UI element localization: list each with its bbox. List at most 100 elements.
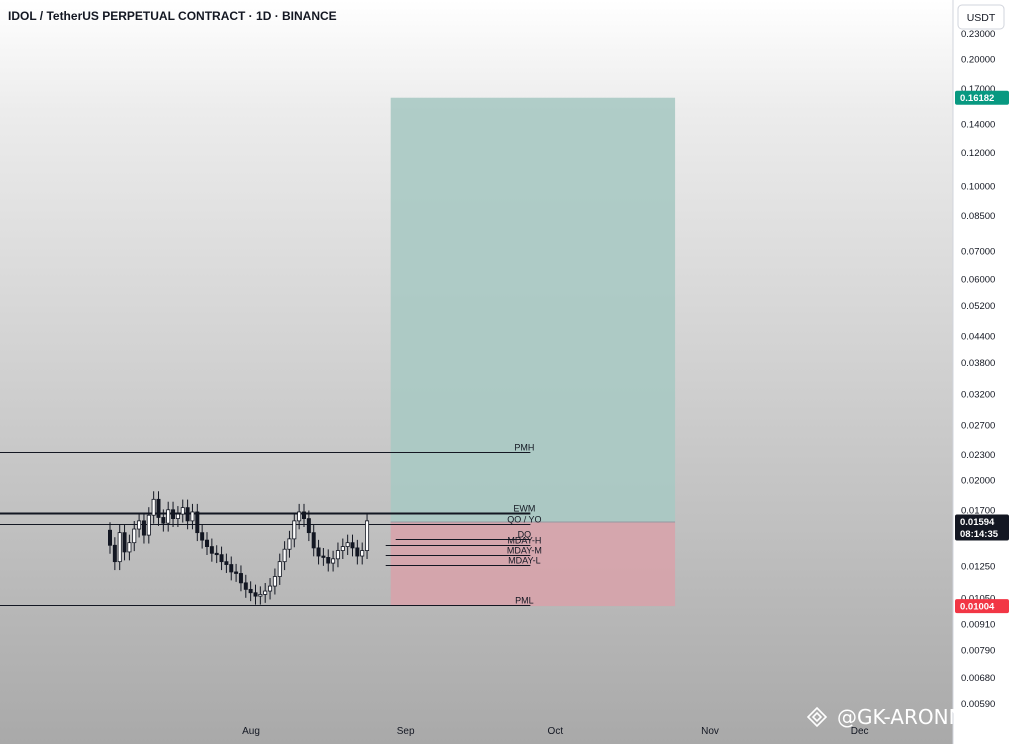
candle [180,499,185,523]
y-tick-label: 0.17000 [961,84,995,95]
candle [171,501,176,528]
candle [365,512,370,559]
price-axis-background [953,0,1011,744]
candle [331,550,336,572]
candle [306,510,311,542]
x-tick-label: Sep [397,726,415,737]
candle [108,522,113,554]
y-tick-label: 0.03800 [961,358,995,369]
long-position-tool[interactable] [390,97,676,607]
candle [272,568,277,595]
candle [243,574,248,598]
candle [214,545,219,564]
level-label-0: PMH [514,443,534,453]
candle [229,556,234,581]
level-label-1: EWM [513,504,535,514]
level-label-3: DO [518,530,532,540]
y-tick-label: 0.00910 [961,620,995,631]
candle [117,524,122,571]
current-price-badge-price: 0.01594 [960,517,995,528]
price-axis-ticks: 0.23000 0.20000 0.17000 0.14000 0.12000 0.100… [961,29,995,710]
y-tick-label: 0.05200 [961,301,995,312]
candle [355,539,360,565]
candle [127,534,132,561]
candle [263,582,268,603]
y-tick-label: 0.02700 [961,421,995,432]
candle [156,491,161,526]
candle [311,524,316,557]
y-tick-label: 0.00590 [961,699,995,710]
candle [224,553,229,573]
candle [132,520,137,552]
candle [253,584,258,605]
candle [175,506,180,528]
position-profit-zone[interactable] [390,97,676,523]
position-loss-zone[interactable] [390,522,676,607]
candle [204,532,209,556]
candle [238,565,243,592]
level-label-7: PML [515,596,534,606]
stop-price-badge-price: 0.01004 [960,602,995,613]
y-tick-label: 0.04400 [961,331,995,342]
candle [282,541,287,571]
candle [248,581,253,602]
candle [287,530,292,558]
x-tick-label: Dec [851,726,869,737]
candle [268,578,273,600]
y-tick-label: 0.01700 [961,505,995,516]
candle [234,563,239,582]
currency-button-label: USDT [967,12,996,24]
candle [350,534,355,557]
x-tick-label: Nov [701,726,719,737]
candles [108,491,370,605]
time-axis-ticks: Aug Sep Oct Nov Dec [242,726,868,737]
candle [190,503,195,530]
y-tick-label: 0.14000 [961,120,995,131]
candle [277,553,282,585]
level-label-2: QO / YO [507,515,541,525]
candle [297,503,302,530]
target-price-badge-price: 0.16182 [960,93,994,104]
level-label-5: MDAY-M [507,546,542,556]
watermark: @GK-ARONNO [806,705,979,729]
x-tick-label: Aug [242,726,260,737]
y-tick-label: 0.00790 [961,645,995,656]
candle [200,524,205,549]
candle [146,507,151,544]
y-tick-label: 0.23000 [961,29,995,40]
candle [316,539,321,565]
candle [137,512,142,538]
chart-title: IDOL / TetherUS PERPETUAL CONTRACT · 1D … [8,9,337,23]
y-tick-label: 0.03200 [961,390,995,401]
current-price-badge-countdown: 08:14:35 [960,529,999,540]
candle [301,503,306,528]
candle [321,547,326,566]
y-tick-label: 0.01050 [961,593,995,604]
candle [292,512,297,548]
y-tick-label: 0.00680 [961,673,995,684]
currency-button[interactable]: USDT [957,4,1005,30]
target-price-badge: 0.16182 [955,90,1009,105]
y-tick-label: 0.10000 [961,181,995,192]
y-tick-label: 0.02000 [961,476,995,487]
candle [161,509,166,532]
candle [151,491,156,524]
candle [195,503,200,542]
y-tick-label: 0.02300 [961,450,995,461]
candle [326,549,331,572]
candle [166,501,171,532]
candle [185,499,190,530]
x-tick-label: Oct [548,726,564,737]
y-tick-label: 0.08500 [961,211,995,222]
candle [219,546,224,571]
watermark-text: @GK-ARONNO [837,705,979,729]
level-label-6: MDAY-L [508,556,541,566]
candle [345,534,350,556]
y-tick-label: 0.06000 [961,275,995,286]
candle [340,538,345,559]
